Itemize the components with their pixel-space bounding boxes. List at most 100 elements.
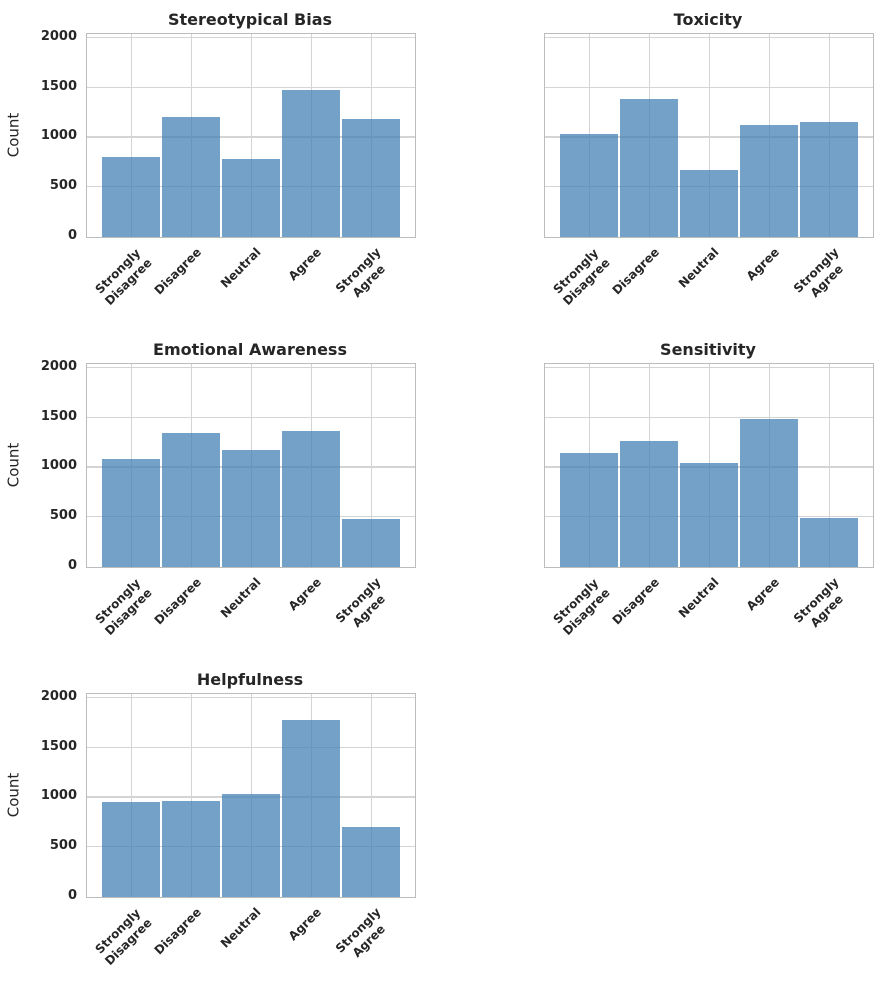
y-tick-labels: 0 500 1000 1500 2000 [0,29,77,243]
chart-title: Emotional Awareness [153,340,347,359]
bar [560,453,618,567]
chart-title: Toxicity [673,10,743,29]
bar-slot [799,364,859,567]
y-tick-label: 1000 [40,458,77,474]
bar [740,418,798,567]
bar-slot [559,364,619,567]
x-tick-label: Disagree [151,245,204,298]
bar-slot [281,694,341,897]
x-tick-label: Agree [285,575,324,614]
bar [222,158,280,237]
x-tick-label: Strongly Disagree [92,575,155,638]
bar-slot [221,34,281,237]
bars [559,364,859,567]
gridline-vertical [131,694,133,897]
bar [680,169,738,237]
x-tick-label: Disagree [151,575,204,628]
bar [342,119,400,237]
y-tick-label: 1000 [40,788,77,804]
y-tick-label: 1500 [40,408,77,424]
chart-cell: Stereotypical Bias Count 0 500 1000 1500 2000 S… [0,0,442,330]
chart-title: Stereotypical Bias [167,10,333,29]
gridline-vertical [371,364,373,567]
gridline-vertical [829,364,831,567]
bars [101,364,401,567]
y-tick-label: 500 [49,178,77,194]
gridline-vertical [371,694,373,897]
gridline-vertical [709,34,711,237]
bar-slot [619,34,679,237]
bar [102,156,160,237]
y-tick-labels: 0 500 1000 1500 2000 [0,689,77,903]
bar [162,801,220,897]
bar [800,121,858,237]
plot-area [544,33,874,238]
x-tick-label: Strongly Disagree [550,245,613,308]
y-tick-label: 500 [49,838,77,854]
y-tick-label: 0 [67,558,77,573]
bars [101,694,401,897]
bar-slot [739,34,799,237]
bars [559,34,859,237]
x-tick-label: Neutral [218,575,264,621]
bar [282,430,340,567]
bar-slot [221,364,281,567]
plot-area [86,363,416,568]
chart-cell: Helpfulness Count 0 500 1000 1500 2000 Strongly… [0,660,442,989]
bar-slot [799,34,859,237]
bar-slot [101,34,161,237]
x-tick-label: Disagree [609,245,662,298]
y-tick-label: 1500 [40,738,77,754]
bar [282,90,340,237]
bar [342,519,400,567]
chart-title: Helpfulness [196,670,304,689]
x-tick-label: Neutral [218,905,264,951]
x-tick-label: Strongly Disagree [92,245,155,308]
chart-title: Sensitivity [660,340,756,359]
bar-slot [559,34,619,237]
bar [620,98,678,237]
x-tick-label: Neutral [676,245,722,291]
bar-slot [161,694,221,897]
chart-cell: Sensitivity Strongly Disagree Disagree Neut… [442,330,884,660]
bar-slot [101,364,161,567]
x-tick-label: Strongly Agree [333,905,389,960]
bar-slot [679,364,739,567]
plot-area [544,363,874,568]
plot-area [86,693,416,898]
bar [560,134,618,237]
bar-slot [739,364,799,567]
x-tick-label: Strongly Disagree [92,905,155,968]
y-tick-label: 1000 [40,128,77,144]
bar-slot [341,694,401,897]
bar [222,450,280,567]
y-tick-label: 0 [67,888,77,903]
x-tick-label: Strongly Agree [333,575,389,630]
bar-slot [679,34,739,237]
bar [620,441,678,567]
bar-slot [281,364,341,567]
x-tick-label: Agree [743,245,782,284]
bar-slot [341,34,401,237]
bar [342,827,400,897]
bar [680,463,738,567]
x-tick-label: Strongly Disagree [550,575,613,638]
gridline-vertical [131,34,133,237]
bars [101,34,401,237]
x-tick-label: Strongly Agree [791,245,847,300]
y-tick-label: 2000 [40,688,77,704]
y-tick-label: 1500 [40,78,77,94]
x-tick-label: Disagree [609,575,662,628]
y-tick-labels: 0 500 1000 1500 2000 [0,359,77,573]
x-tick-label: Strongly Agree [333,245,389,300]
bar-slot [101,694,161,897]
bar-slot [281,34,341,237]
gridline-vertical [251,34,253,237]
x-tick-label: Agree [285,245,324,284]
x-tick-label: Strongly Agree [791,575,847,630]
bar [282,719,340,897]
x-tick-label: Disagree [151,905,204,958]
plot-area [86,33,416,238]
y-tick-label: 2000 [40,28,77,44]
